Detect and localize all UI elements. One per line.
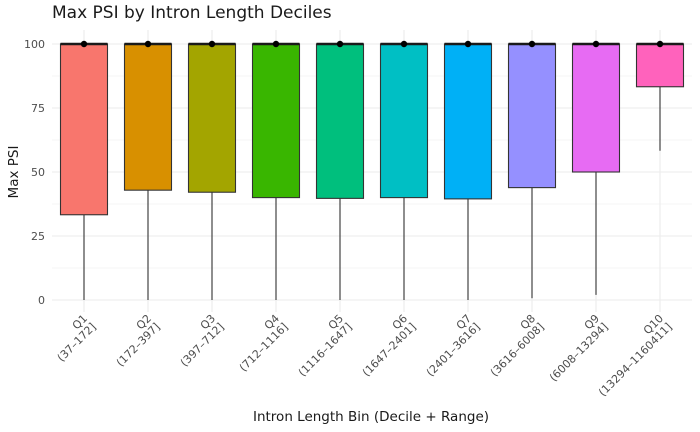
mean-point bbox=[272, 40, 280, 48]
mean-point bbox=[144, 40, 152, 48]
y-tick-label: 50 bbox=[31, 166, 45, 179]
box-1 bbox=[59, 40, 109, 300]
box-3 bbox=[187, 40, 237, 300]
box-body bbox=[315, 43, 365, 199]
chart-title: Max PSI by Intron Length Deciles bbox=[52, 3, 332, 23]
y-tick-label: 25 bbox=[31, 230, 45, 243]
x-tick-label: Q1(37–172] bbox=[46, 312, 98, 364]
x-tick-label: Q5(1116–1647] bbox=[287, 312, 354, 379]
box-body bbox=[571, 43, 621, 173]
box-body bbox=[443, 43, 493, 200]
box-body bbox=[635, 43, 685, 88]
mean-point bbox=[592, 40, 600, 48]
y-tick-label: 0 bbox=[38, 294, 45, 307]
y-tick-label: 100 bbox=[24, 38, 45, 51]
mean-point bbox=[80, 40, 88, 48]
mean-point bbox=[464, 40, 472, 48]
box-5 bbox=[315, 40, 365, 300]
box-body bbox=[507, 43, 557, 189]
mean-point bbox=[208, 40, 216, 48]
x-axis-ticks: Q1(37–172] Q2(172–397] Q3(397–712] Q4(712–1… bbox=[46, 312, 675, 399]
box-body bbox=[123, 43, 173, 191]
box-10 bbox=[635, 40, 685, 151]
mean-point bbox=[336, 40, 344, 48]
x-tick-label: Q9(6008–13294] bbox=[538, 312, 610, 384]
x-tick-label: Q7(2401–3616] bbox=[415, 312, 482, 379]
box-9 bbox=[571, 40, 621, 295]
x-axis-label: Intron Length Bin (Decile + Range) bbox=[253, 409, 489, 425]
box-body bbox=[379, 43, 429, 199]
x-tick-label: Q4(712–1116] bbox=[228, 312, 290, 374]
box-6 bbox=[379, 40, 429, 300]
mean-point bbox=[528, 40, 536, 48]
y-axis-ticks: 0 25 50 75 100 bbox=[24, 38, 45, 307]
x-tick-label: Q3(397–712] bbox=[169, 312, 226, 369]
mean-point bbox=[656, 40, 664, 48]
box-body bbox=[251, 43, 301, 199]
x-tick-label: Q8(3616–6008] bbox=[479, 312, 546, 379]
box-body bbox=[187, 43, 237, 193]
box-series bbox=[59, 40, 685, 300]
box-8 bbox=[507, 40, 557, 299]
x-tick-label: Q2(172–397] bbox=[105, 312, 162, 369]
box-4 bbox=[251, 40, 301, 300]
box-body bbox=[59, 43, 109, 216]
y-tick-label: 75 bbox=[31, 102, 45, 115]
box-2 bbox=[123, 40, 173, 300]
x-tick-label: Q6(1647–2401] bbox=[351, 312, 418, 379]
box-7 bbox=[443, 40, 493, 300]
y-axis-label: Max PSI bbox=[6, 146, 22, 199]
mean-point bbox=[400, 40, 408, 48]
